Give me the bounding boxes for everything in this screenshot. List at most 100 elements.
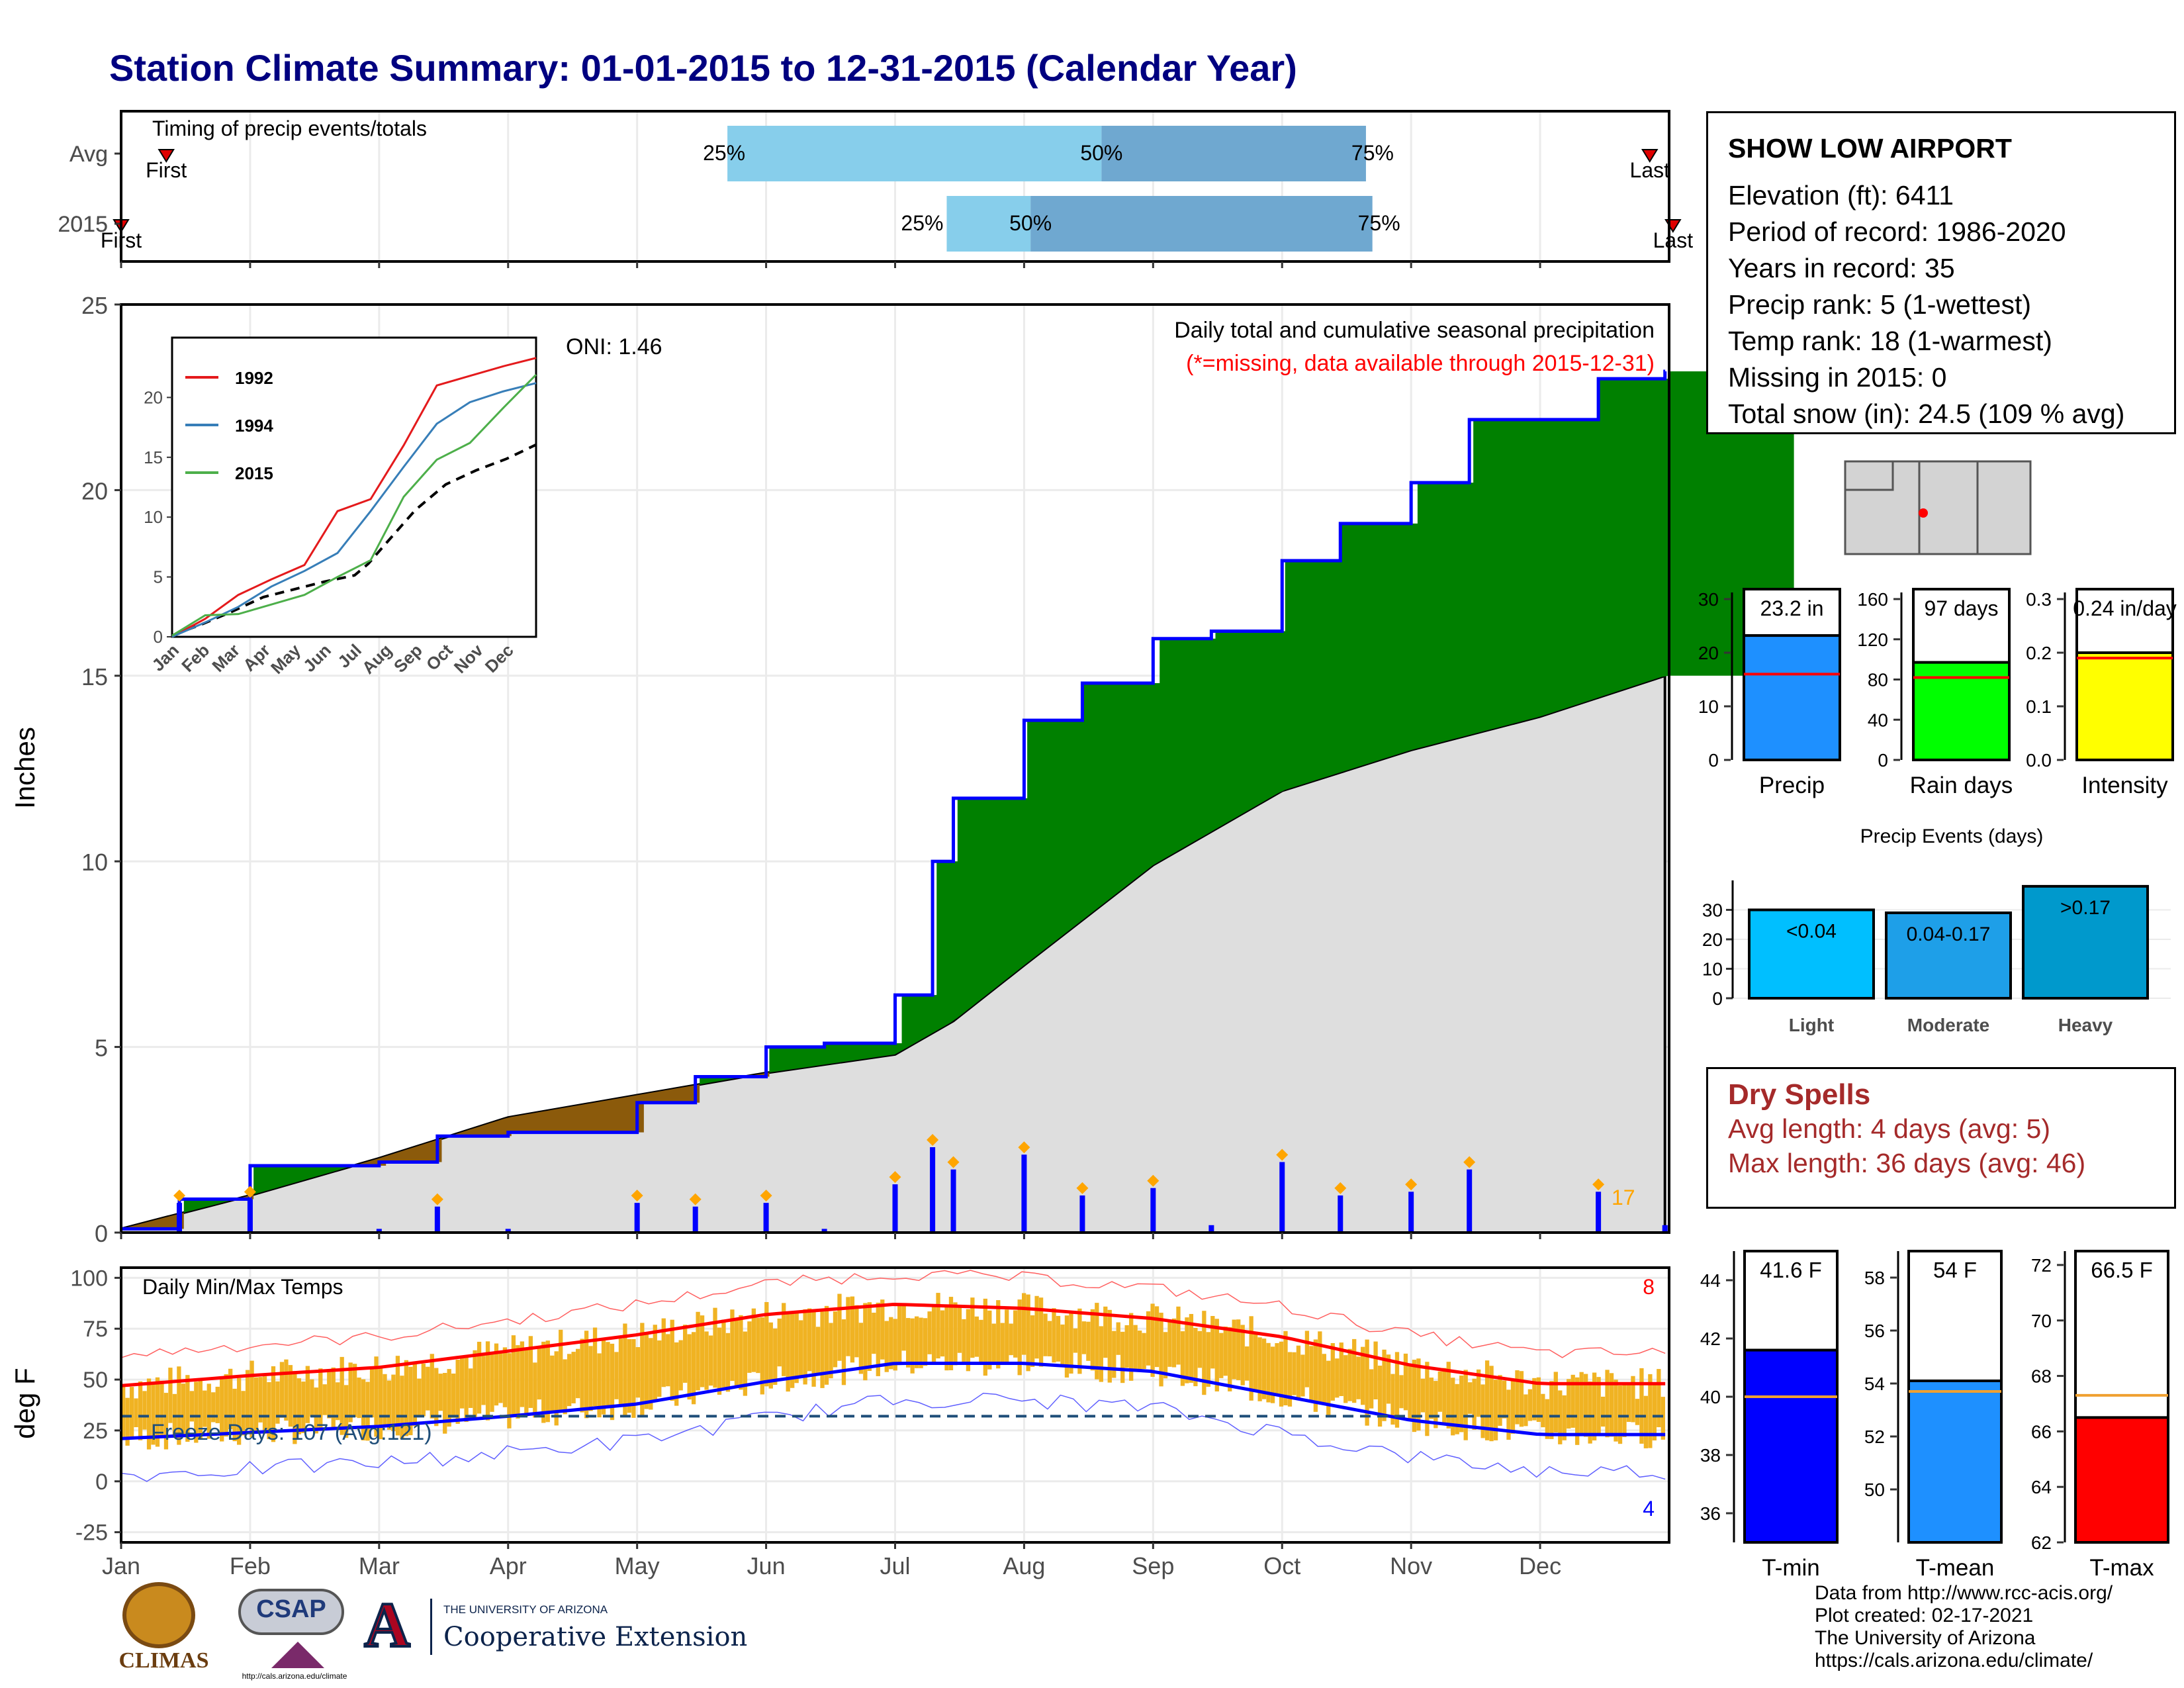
daily-temp-bar [498, 1350, 503, 1403]
tmin-tick-label: 42 [1700, 1329, 1721, 1349]
daily-temp-bar [798, 1320, 803, 1377]
daily-temp-bar [944, 1307, 949, 1371]
daily-temp-bar [1476, 1369, 1481, 1417]
daily-temp-bar [1240, 1325, 1245, 1385]
daily-temp-bar [872, 1313, 876, 1354]
daily-temp-bar [1326, 1360, 1331, 1415]
daily-temp-bar [1403, 1353, 1408, 1411]
credit-line: Plot created: 02-17-2021 [1815, 1605, 2034, 1626]
tmax-tick-label: 70 [2031, 1311, 2052, 1331]
station-line: Precip rank: 5 (1-wettest) [1728, 289, 2031, 320]
daily-temp-bar [1013, 1310, 1018, 1358]
daily-temp-bar [1553, 1372, 1558, 1433]
daily-precip-bar [376, 1229, 382, 1233]
events-axis-label: Light [1789, 1015, 1834, 1035]
events-axis-label: Moderate [1907, 1015, 1989, 1035]
daily-temp-bar [910, 1318, 915, 1374]
tmin-bar [1743, 1348, 1839, 1544]
intensity-tick-label: 0.1 [2026, 696, 2052, 717]
daily-temp-bar [1459, 1375, 1464, 1432]
timing-label: Timing of precip events/totals [152, 117, 427, 140]
daily-temp-bar [601, 1339, 606, 1415]
above-average-area [121, 371, 1794, 1229]
daily-temp-bar [1527, 1389, 1533, 1421]
daily-precip-bar [505, 1229, 511, 1233]
precip-y-axis-label: Inches [9, 727, 40, 809]
daily-temp-bar [850, 1296, 855, 1363]
daily-temp-bar [1060, 1324, 1065, 1368]
daily-temp-bar [1133, 1325, 1138, 1372]
daily-temp-bar [1588, 1381, 1592, 1444]
precip-total-tick-label: 20 [1698, 643, 1719, 663]
rain-days-axis-label: Rain days [1910, 773, 2013, 798]
daily-temp-bar [1292, 1352, 1297, 1395]
page-title: Station Climate Summary: 01-01-2015 to 1… [109, 47, 1297, 89]
daily-temp-bar [1022, 1293, 1026, 1355]
csap-url: http://cals.arizona.edu/climate [242, 1671, 347, 1681]
daily-temp-bar [1313, 1339, 1318, 1412]
daily-temp-bar [571, 1352, 576, 1404]
daily-temp-bar [1643, 1395, 1649, 1448]
tmax-bar [2074, 1416, 2169, 1544]
heavy-event-marker [431, 1193, 443, 1205]
daily-temp-bar [1639, 1368, 1644, 1444]
daily-temp-bar [1416, 1358, 1421, 1431]
daily-temp-bar [1193, 1327, 1198, 1387]
heavy-event-marker [1463, 1156, 1476, 1168]
daily-temp-bar [1296, 1345, 1301, 1399]
daily-temp-bar [1038, 1297, 1044, 1367]
freeze-days-label: Freeze Days: 107 (Avg:121) [151, 1420, 432, 1445]
daily-temp-bar [1112, 1331, 1116, 1378]
daily-temp-bar [211, 1392, 216, 1423]
daily-temp-bar [1322, 1354, 1326, 1404]
timing-25-label: 25% [703, 141, 745, 165]
daily-temp-bar [1609, 1373, 1614, 1437]
daily-temp-bar [1171, 1318, 1177, 1368]
daily-temp-bar [1300, 1354, 1305, 1397]
daily-temp-bar [198, 1378, 203, 1440]
daily-temp-bar [322, 1384, 327, 1415]
precip-y-tick-label: 5 [95, 1035, 108, 1062]
daily-temp-bar [129, 1387, 134, 1438]
daily-temp-bar [1150, 1303, 1155, 1377]
daily-temp-bar [177, 1366, 181, 1445]
daily-temp-bar [361, 1379, 366, 1440]
daily-temp-bar [687, 1334, 692, 1400]
daily-temp-bar [554, 1351, 559, 1426]
daily-temp-bar [1304, 1331, 1310, 1387]
daily-temp-bar [1596, 1377, 1601, 1434]
tmax-tick-label: 68 [2031, 1366, 2052, 1387]
daily-temp-bar [134, 1398, 138, 1427]
daily-temp-bar [884, 1321, 889, 1372]
daily-temp-bar [914, 1316, 919, 1368]
station-location-dot [1919, 508, 1928, 518]
events-bar [1885, 911, 2012, 1000]
daily-temp-bar [1617, 1385, 1623, 1444]
daily-temp-bar [1408, 1365, 1412, 1419]
daily-temp-bar [305, 1366, 310, 1423]
timing-row-label: Avg [69, 142, 108, 167]
daily-temp-bar [1386, 1354, 1391, 1404]
daily-temp-bar [782, 1303, 786, 1376]
daily-temp-bar [734, 1318, 739, 1387]
daily-temp-bar [391, 1374, 396, 1432]
inset-panel [171, 336, 537, 638]
state-map [1844, 460, 2032, 555]
daily-precip-bar [1596, 1192, 1602, 1233]
first-event-label: First [146, 158, 187, 182]
events-title: Precip Events (days) [1860, 825, 2044, 847]
daily-temp-bar [1210, 1316, 1215, 1369]
tmax-label-box [2074, 1250, 2169, 1419]
daily-precip-bar [1408, 1192, 1414, 1233]
daily-temp-bar [163, 1393, 169, 1450]
temp-x-tick-label: Jul [880, 1552, 910, 1579]
daily-temp-bar [858, 1323, 864, 1374]
daily-temp-bar [867, 1302, 872, 1371]
oni-label: ONI: 1.46 [566, 334, 662, 359]
daily-temp-bar [296, 1378, 302, 1434]
last-event-label: Last [1653, 228, 1694, 252]
station-line: Period of record: 1986-2020 [1728, 216, 2066, 247]
daily-temp-bar [927, 1311, 932, 1354]
daily-temp-bar [426, 1366, 430, 1411]
